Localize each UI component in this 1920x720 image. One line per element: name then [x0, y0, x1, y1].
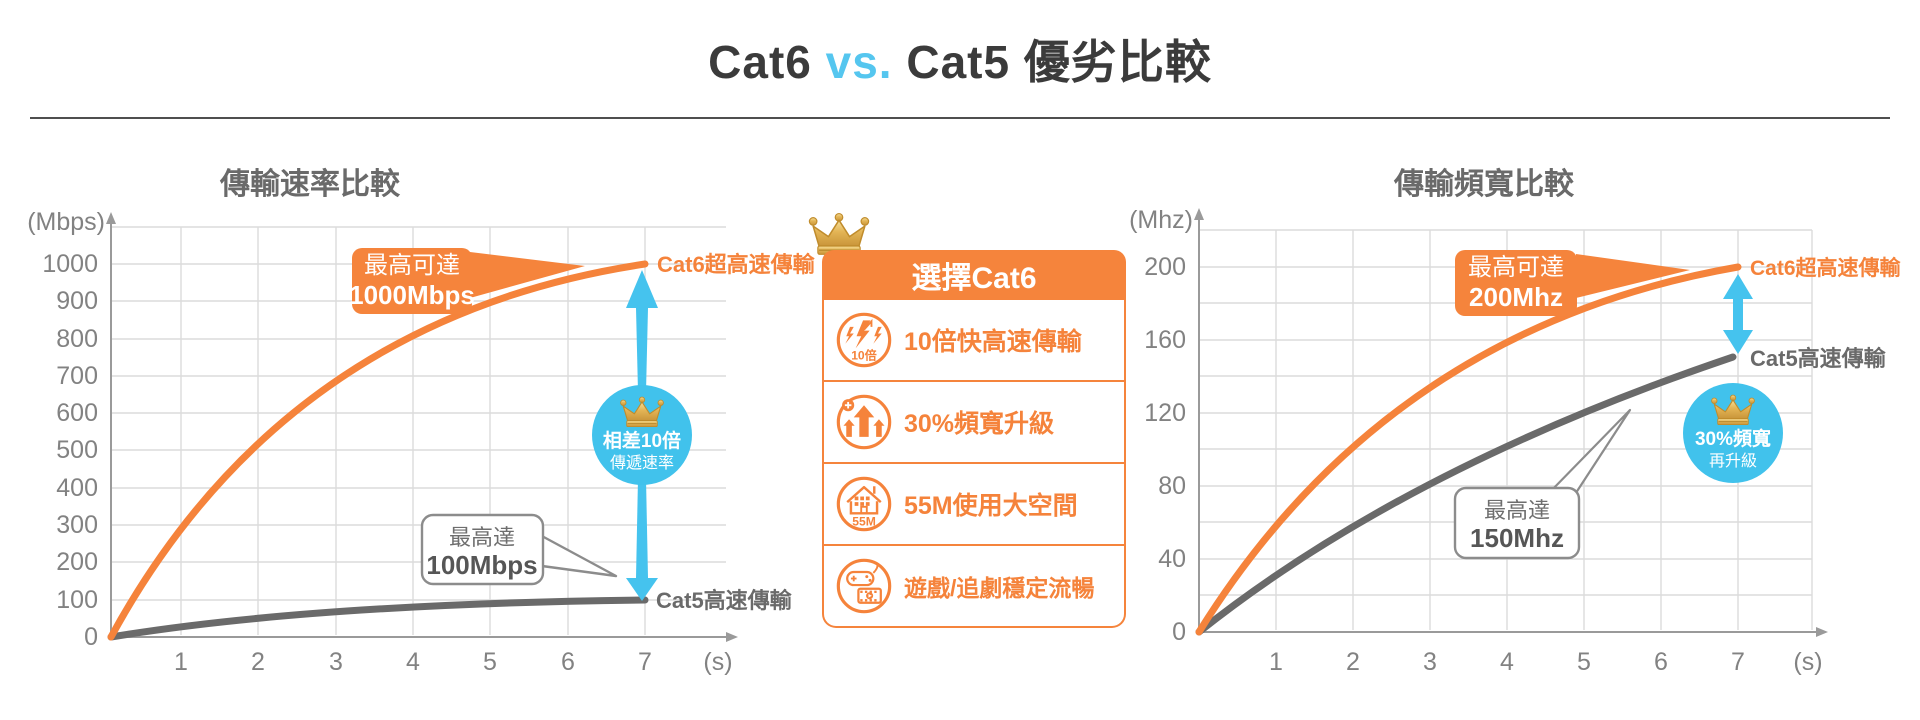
svg-text:0: 0: [1172, 618, 1186, 646]
svg-text:500: 500: [56, 436, 98, 464]
svg-text:3: 3: [1423, 648, 1437, 676]
feature-row-space: 55M 55M使用大空間: [824, 464, 1124, 546]
svg-text:1000: 1000: [42, 250, 98, 278]
panel-body: 10倍 10倍快高速傳輸 30%頻寬升級: [822, 300, 1126, 628]
right-chart-y-ticks: 0 40 80 120 160 200 (Mhz): [1129, 206, 1193, 646]
page-title-cat5: Cat5 優劣比較: [906, 36, 1212, 88]
left-min-callout: 最高達 100Mbps: [420, 513, 618, 586]
svg-text:200Mhz: 200Mhz: [1469, 282, 1563, 312]
svg-text:相差10倍: 相差10倍: [603, 429, 681, 452]
cat6-speed-label: Cat6超高速傳輸: [657, 252, 816, 277]
svg-text:2: 2: [1346, 648, 1360, 676]
svg-text:0: 0: [84, 623, 98, 651]
svg-text:最高達: 最高達: [449, 525, 515, 550]
cat5-speed-curve: [107, 596, 649, 641]
svg-text:4: 4: [406, 648, 420, 676]
svg-text:80: 80: [1158, 472, 1186, 500]
svg-text:7: 7: [1731, 648, 1745, 676]
feature-label: 30%頻寬升級: [904, 410, 1055, 438]
lightning-10x-icon: 10倍: [836, 312, 892, 368]
svg-text:160: 160: [1144, 326, 1186, 354]
svg-text:傳遞速率: 傳遞速率: [610, 454, 674, 472]
left-max-callout: 最高可達 1000Mbps: [349, 248, 585, 314]
title-divider-line: [30, 117, 1890, 119]
svg-text:55M: 55M: [852, 514, 876, 528]
game-film-icon: [836, 558, 892, 614]
page-title: Cat6 vs. Cat5 優劣比較: [0, 26, 1920, 92]
svg-text:900: 900: [56, 287, 98, 315]
left-diff-badge: 相差10倍 傳遞速率: [592, 385, 692, 485]
svg-text:1: 1: [1269, 648, 1283, 676]
svg-text:30%頻寬: 30%頻寬: [1695, 427, 1771, 450]
svg-text:6: 6: [561, 648, 575, 676]
svg-text:800: 800: [56, 325, 98, 353]
right-diff-badge: 30%頻寬 再升級: [1683, 383, 1783, 483]
svg-text:120: 120: [1144, 399, 1186, 427]
feature-row-entertainment: 遊戲/追劇穩定流暢: [824, 546, 1124, 626]
right-chart-axes: [1194, 208, 1828, 637]
feature-label: 遊戲/追劇穩定流暢: [904, 575, 1095, 601]
right-difference-arrow: [1723, 274, 1753, 354]
svg-text:5: 5: [483, 648, 497, 676]
svg-text:150Mhz: 150Mhz: [1470, 523, 1564, 553]
svg-text:4: 4: [1500, 648, 1514, 676]
cat5-speed-label: Cat5高速傳輸: [656, 588, 793, 613]
feature-row-bandwidth: 30%頻寬升級: [824, 382, 1124, 464]
svg-text:3: 3: [329, 648, 343, 676]
feature-label: 10倍快高速傳輸: [904, 328, 1082, 356]
cat6-speed-curve: [107, 260, 649, 641]
svg-text:再升級: 再升級: [1709, 452, 1757, 470]
right-chart-y-axis-unit: (Mhz): [1129, 206, 1193, 234]
svg-text:1000Mbps: 1000Mbps: [349, 280, 475, 310]
svg-text:300: 300: [56, 511, 98, 539]
svg-text:100: 100: [56, 586, 98, 614]
svg-text:600: 600: [56, 399, 98, 427]
feature-label: 55M使用大空間: [904, 492, 1078, 520]
svg-text:1: 1: [174, 648, 188, 676]
house-55m-icon: 55M: [836, 476, 892, 532]
svg-text:200: 200: [1144, 253, 1186, 281]
svg-text:700: 700: [56, 362, 98, 390]
left-chart-title: 傳輸速率比較: [219, 167, 401, 201]
right-min-callout: 最高達 150Mhz: [1453, 408, 1632, 560]
left-chart-axes: [106, 212, 738, 642]
left-difference-arrow: [626, 270, 658, 601]
svg-text:2: 2: [251, 648, 265, 676]
left-chart-y-ticks: 0 100 200 300 400 500 600 700 800 900 10…: [27, 208, 105, 651]
right-chart-x-axis-unit: (s): [1793, 648, 1822, 676]
feature-row-speed: 10倍 10倍快高速傳輸: [824, 300, 1124, 382]
cat5-bandwidth-curve: [1195, 353, 1737, 636]
right-max-callout: 最高可達 200Mhz: [1455, 250, 1690, 316]
svg-text:7: 7: [638, 648, 652, 676]
right-chart-title: 傳輸頻寬比較: [1393, 167, 1575, 201]
cat6-bandwidth-curve: [1195, 263, 1742, 636]
cat5-bandwidth-label: Cat5高速傳輸: [1750, 346, 1887, 371]
svg-text:400: 400: [56, 474, 98, 502]
speed-comparison-chart: 傳輸速率比較: [27, 167, 815, 676]
panel-header: 選擇Cat6: [822, 250, 1126, 300]
page-title-vs: vs.: [825, 36, 893, 88]
bandwidth-comparison-chart: 傳輸頻寬比較: [1129, 167, 1902, 676]
page-title-cat6: Cat6: [708, 36, 812, 88]
cat6-bandwidth-label: Cat6超高速傳輸: [1750, 256, 1902, 280]
svg-text:100Mbps: 100Mbps: [426, 550, 537, 580]
left-chart-x-ticks: 1 2 3 4 5 6 7 (s): [174, 648, 733, 676]
svg-text:5: 5: [1577, 648, 1591, 676]
svg-text:40: 40: [1158, 545, 1186, 573]
left-chart-y-axis-unit: (Mbps): [27, 208, 105, 236]
left-chart-x-axis-unit: (s): [703, 648, 732, 676]
right-chart-x-ticks: 1 2 3 4 5 6 7 (s): [1269, 648, 1823, 676]
svg-text:最高達: 最高達: [1484, 498, 1550, 523]
svg-text:最高可達: 最高可達: [364, 252, 460, 279]
svg-text:10倍: 10倍: [851, 348, 877, 363]
svg-text:6: 6: [1654, 648, 1668, 676]
bandwidth-plus-icon: [836, 394, 892, 450]
choose-cat6-panel: 選擇Cat6 10倍 10倍快高速傳輸: [800, 212, 1130, 630]
svg-text:最高可達: 最高可達: [1468, 254, 1564, 281]
svg-text:200: 200: [56, 548, 98, 576]
